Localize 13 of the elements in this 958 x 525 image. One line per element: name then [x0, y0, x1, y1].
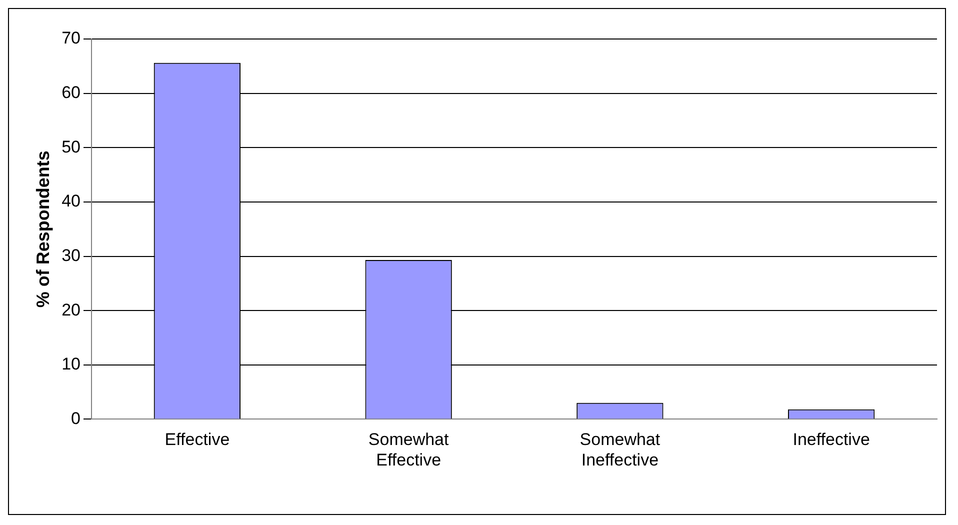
y-tick-label: 20: [62, 300, 81, 320]
y-axis-title: % of Respondents: [32, 150, 53, 308]
x-tick-label: Effective: [164, 430, 230, 450]
x-tick-label: Somewhat Ineffective: [580, 430, 660, 470]
y-tick-label: 40: [62, 192, 81, 211]
y-tick-label: 60: [62, 83, 81, 102]
y-tick-label: 50: [62, 137, 81, 156]
y-tick-label: 30: [62, 246, 81, 265]
x-tick-label: Somewhat Effective: [368, 430, 449, 470]
y-tick-label: 0: [71, 408, 81, 428]
y-tick-label: 70: [62, 28, 81, 48]
x-tick-label: Ineffective: [792, 430, 870, 450]
y-tick-label: 10: [62, 354, 81, 374]
